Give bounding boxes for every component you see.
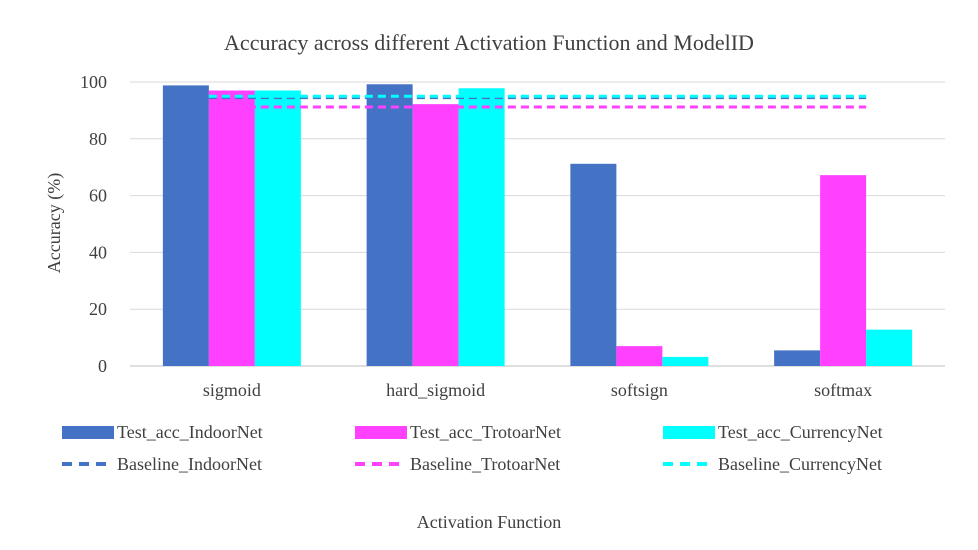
bar (820, 175, 867, 366)
x-tick-label: softmax (814, 380, 872, 400)
legend-item: Baseline_CurrencyNet (663, 454, 882, 474)
bar (662, 356, 709, 366)
legend-label: Baseline_TrotoarNet (410, 454, 560, 474)
x-tick-label: hard_sigmoid (386, 380, 485, 400)
legend-swatch (62, 426, 114, 439)
legend-item: Test_acc_TrotoarNet (355, 422, 561, 442)
legend-swatch (355, 426, 407, 439)
x-tick-label: softsign (611, 380, 668, 400)
legend-label: Baseline_IndoorNet (117, 454, 262, 474)
bar (616, 346, 663, 366)
y-tick-label: 40 (89, 242, 107, 262)
legend-swatch (663, 426, 715, 439)
legend-item: Test_acc_IndoorNet (62, 422, 263, 442)
x-tick-label: sigmoid (203, 380, 261, 400)
x-axis-label: Activation Function (417, 512, 561, 532)
bar (366, 84, 413, 366)
legend-item: Baseline_IndoorNet (62, 454, 262, 474)
legend: Test_acc_IndoorNet Test_acc_TrotoarNet Tes… (62, 422, 883, 474)
bar (866, 329, 913, 366)
chart-title: Accuracy across different Activation Fun… (224, 30, 754, 55)
bar (458, 88, 505, 367)
legend-label: Test_acc_TrotoarNet (410, 422, 561, 442)
bar (162, 85, 209, 367)
baseline-lines (208, 94, 867, 109)
y-axis-label: Accuracy (%) (44, 173, 65, 273)
y-tick-labels: 0 20 40 60 80 100 (80, 72, 107, 376)
y-tick-label: 100 (80, 72, 107, 92)
bar (774, 350, 821, 366)
bars (162, 84, 913, 367)
bar (208, 90, 255, 367)
y-tick-label: 0 (98, 356, 107, 376)
y-tick-label: 80 (89, 129, 107, 149)
bar (412, 104, 459, 366)
y-tick-label: 20 (89, 299, 107, 319)
x-tick-labels: sigmoid hard_sigmoid softsign softmax (203, 380, 872, 400)
bar (254, 90, 301, 367)
legend-item: Baseline_TrotoarNet (355, 454, 560, 474)
legend-label: Test_acc_CurrencyNet (718, 422, 883, 442)
legend-label: Test_acc_IndoorNet (117, 422, 263, 442)
legend-item: Test_acc_CurrencyNet (663, 422, 883, 442)
y-tick-label: 60 (89, 186, 107, 206)
bar (570, 163, 617, 366)
legend-label: Baseline_CurrencyNet (718, 454, 882, 474)
